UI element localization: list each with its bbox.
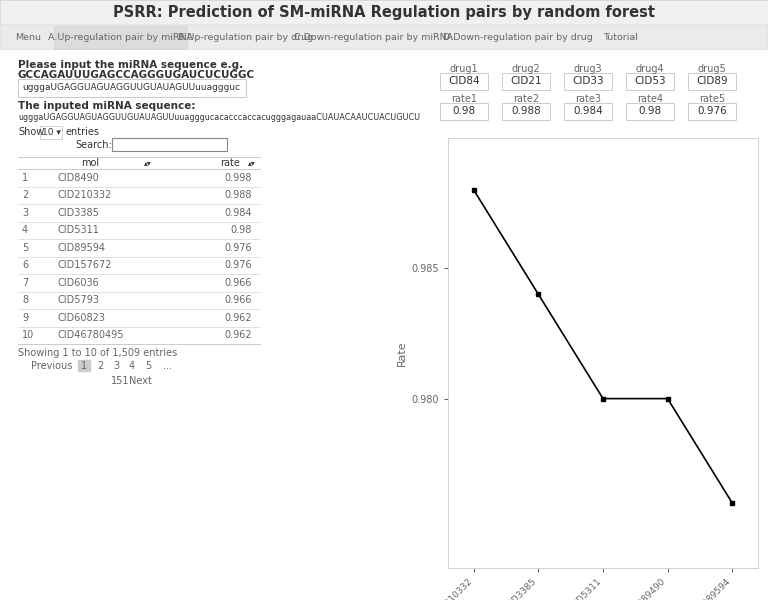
Text: 2: 2 xyxy=(22,190,28,200)
Text: rate: rate xyxy=(220,158,240,168)
Text: 0.988: 0.988 xyxy=(224,190,252,200)
Text: rate1: rate1 xyxy=(451,94,477,104)
Text: CID33: CID33 xyxy=(572,76,604,86)
Bar xyxy=(54,26,187,49)
Text: CID5311: CID5311 xyxy=(58,225,100,235)
Text: 5: 5 xyxy=(145,361,151,371)
Text: 6: 6 xyxy=(22,260,28,270)
Text: ▴▾: ▴▾ xyxy=(248,158,256,167)
Bar xyxy=(112,138,227,151)
Text: drug2: drug2 xyxy=(511,64,541,74)
Text: CID89: CID89 xyxy=(696,76,728,86)
Text: Tutorial: Tutorial xyxy=(603,33,638,42)
Text: 9: 9 xyxy=(22,313,28,323)
Text: drug4: drug4 xyxy=(636,64,664,74)
Text: CID5793: CID5793 xyxy=(58,295,100,305)
Text: 0.976: 0.976 xyxy=(224,243,252,253)
Text: 5: 5 xyxy=(22,243,28,253)
Bar xyxy=(626,103,674,120)
Text: entries: entries xyxy=(65,127,99,137)
Bar xyxy=(18,79,246,97)
Text: CID53: CID53 xyxy=(634,76,666,86)
Text: CID210332: CID210332 xyxy=(58,190,112,200)
Bar xyxy=(564,103,612,120)
Bar xyxy=(688,103,736,120)
Text: CID8490: CID8490 xyxy=(58,173,100,183)
Text: 0.984: 0.984 xyxy=(573,107,603,116)
Text: drug3: drug3 xyxy=(574,64,602,74)
Text: 4: 4 xyxy=(22,225,28,235)
Bar xyxy=(78,359,91,371)
Text: ugggaUGAGGUAGUAGGUUGUAUAGUUuuaggguc: ugggaUGAGGUAGUAGGUUGUAUAGUUuuaggguc xyxy=(22,83,240,92)
Text: Previous: Previous xyxy=(31,361,72,371)
Text: drug5: drug5 xyxy=(697,64,727,74)
Text: rate4: rate4 xyxy=(637,94,663,104)
Text: 1: 1 xyxy=(81,361,87,371)
Text: 10: 10 xyxy=(22,330,35,340)
Text: CID157672: CID157672 xyxy=(58,260,112,270)
Text: 2: 2 xyxy=(97,361,103,371)
Text: B.Up-regulation pair by drug: B.Up-regulation pair by drug xyxy=(178,33,313,42)
Text: 3: 3 xyxy=(22,208,28,218)
Text: 0.98: 0.98 xyxy=(638,107,661,116)
Text: mol: mol xyxy=(81,158,99,168)
Text: 7: 7 xyxy=(22,278,28,288)
Bar xyxy=(502,73,550,90)
Text: The inputed miRNA sequence:: The inputed miRNA sequence: xyxy=(18,101,196,111)
Text: GCCAGAUUUGAGCCAGGGUGAUCUCUGGC: GCCAGAUUUGAGCCAGGGUGAUCUCUGGC xyxy=(18,70,255,80)
Text: ugggaUGAGGUAGUAGGUUGUAUAGUUuuagggucacacccaccacugggagauaaCUAUACAAUCUACUGUCU: ugggaUGAGGUAGUAGGUUGUAUAGUUuuagggucacacc… xyxy=(18,113,420,121)
Text: 0.976: 0.976 xyxy=(697,107,727,116)
Bar xyxy=(440,103,488,120)
Text: drug1: drug1 xyxy=(450,64,478,74)
Text: 0.998: 0.998 xyxy=(224,173,252,183)
Text: CID46780495: CID46780495 xyxy=(58,330,124,340)
Text: 0.98: 0.98 xyxy=(452,107,475,116)
Bar xyxy=(40,126,62,139)
Text: ▴▾: ▴▾ xyxy=(144,158,152,167)
Text: A.Up-regulation pair by miRNA: A.Up-regulation pair by miRNA xyxy=(48,33,193,42)
Text: 0.98: 0.98 xyxy=(230,225,252,235)
Text: D.Down-regulation pair by drug: D.Down-regulation pair by drug xyxy=(442,33,592,42)
Text: 1: 1 xyxy=(22,173,28,183)
Text: 0.976: 0.976 xyxy=(224,260,252,270)
Text: ...: ... xyxy=(163,361,172,371)
Text: 0.962: 0.962 xyxy=(224,330,252,340)
Text: CID6036: CID6036 xyxy=(58,278,100,288)
Text: CID84: CID84 xyxy=(449,76,480,86)
Text: 0.966: 0.966 xyxy=(224,278,252,288)
Text: CID3385: CID3385 xyxy=(58,208,100,218)
Bar xyxy=(502,103,550,120)
Y-axis label: Rate: Rate xyxy=(397,340,407,366)
Text: Menu: Menu xyxy=(15,33,41,42)
Text: Next: Next xyxy=(128,376,151,386)
Text: C.Down-regulation pair by miRNA: C.Down-regulation pair by miRNA xyxy=(294,33,454,42)
Text: CID60823: CID60823 xyxy=(58,313,106,323)
Bar xyxy=(0,0,768,25)
Bar xyxy=(440,73,488,90)
Text: 3: 3 xyxy=(113,361,119,371)
Text: 8: 8 xyxy=(22,295,28,305)
Text: 0.984: 0.984 xyxy=(224,208,252,218)
Text: rate3: rate3 xyxy=(575,94,601,104)
Text: rate5: rate5 xyxy=(699,94,725,104)
Text: 0.966: 0.966 xyxy=(224,295,252,305)
Text: 0.962: 0.962 xyxy=(224,313,252,323)
Bar xyxy=(564,73,612,90)
Text: Show: Show xyxy=(18,127,45,137)
Text: 151: 151 xyxy=(111,376,129,386)
Bar xyxy=(688,73,736,90)
Text: 4: 4 xyxy=(129,361,135,371)
Text: Showing 1 to 10 of 1,509 entries: Showing 1 to 10 of 1,509 entries xyxy=(18,348,177,358)
Bar xyxy=(0,25,768,50)
Text: CID89594: CID89594 xyxy=(58,243,106,253)
Bar xyxy=(626,73,674,90)
Text: Search:: Search: xyxy=(75,140,112,150)
Text: Please input the miRNA sequence e.g.: Please input the miRNA sequence e.g. xyxy=(18,60,243,70)
Text: CID21: CID21 xyxy=(510,76,541,86)
Text: rate2: rate2 xyxy=(513,94,539,104)
Text: 10 ▾: 10 ▾ xyxy=(41,128,61,137)
Text: PSRR: Prediction of SM-miRNA Regulation pairs by random forest: PSRR: Prediction of SM-miRNA Regulation … xyxy=(113,5,655,20)
Text: 0.988: 0.988 xyxy=(511,107,541,116)
